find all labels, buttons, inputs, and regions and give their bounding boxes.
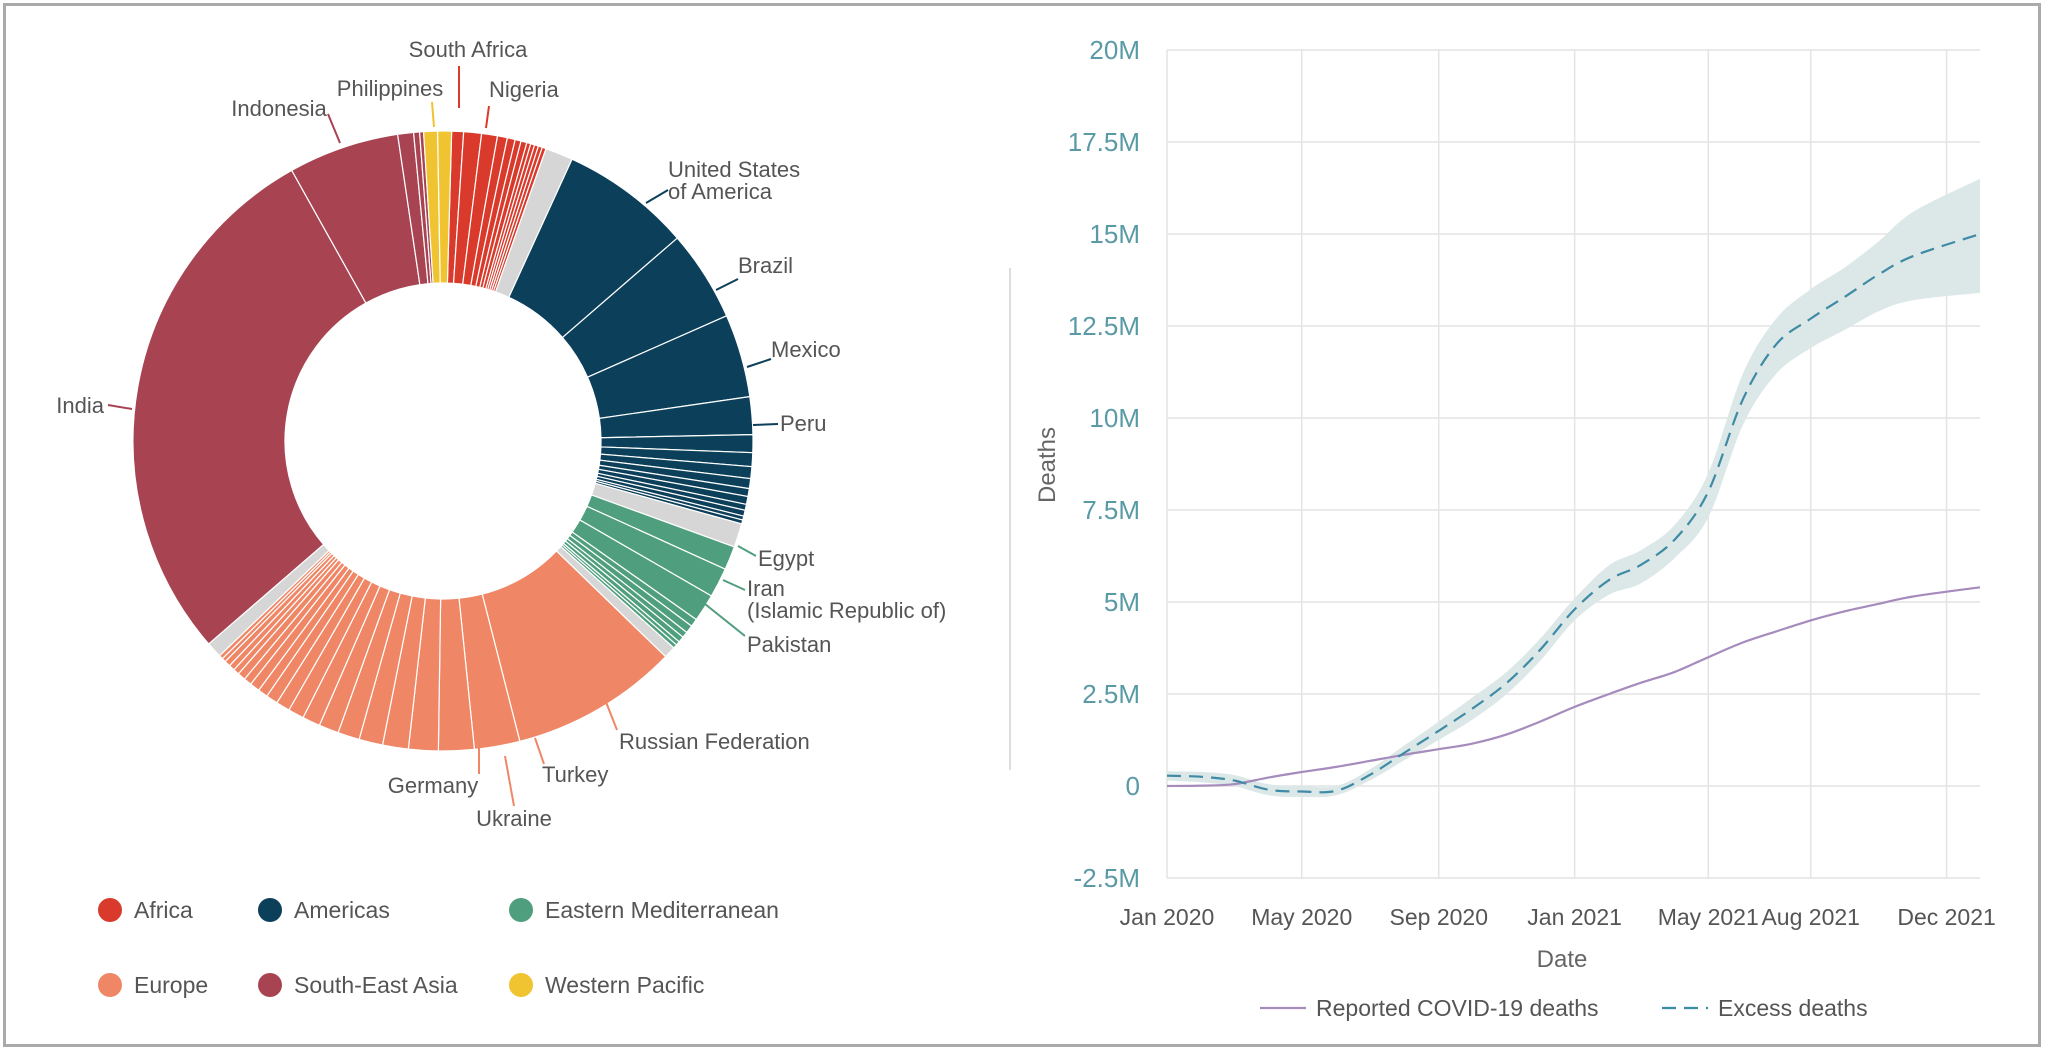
slice-label-united-states-of-america: United States of America (668, 157, 800, 204)
slice-label-mexico: Mexico (771, 337, 841, 362)
label-leader-iran-islamic-republic-of (722, 579, 746, 591)
slice-label-pakistan: Pakistan (747, 632, 831, 657)
x-tick-label: Jan 2021 (1527, 904, 1622, 930)
x-tick-label: Sep 2020 (1390, 904, 1488, 930)
label-leader-turkey (534, 737, 545, 765)
x-tick-label: Jan 2020 (1120, 904, 1215, 930)
slice-label-brazil: Brazil (738, 253, 793, 278)
slice-label-iran-islamic-republic-of: Iran (Islamic Republic of) (747, 576, 946, 623)
y-axis-ticks: -2.5M 0 2.5M 5M 7.5M 10M 12.5M 15M 17.5M 20M (1068, 35, 1140, 893)
slice-label-russian-federation: Russian Federation (619, 729, 810, 754)
series-line-reported-covid-19-deaths (1166, 586, 1981, 788)
label-leader-philippines (431, 101, 435, 128)
legend-label-africa: Africa (134, 897, 193, 923)
y-tick-label: 7.5M (1082, 495, 1140, 525)
slice-label-germany: Germany (388, 773, 478, 798)
series-line-excess-deaths (1166, 232, 1981, 794)
slice-label-india: India (56, 393, 104, 418)
label-leader-united-states-of-america (645, 189, 669, 204)
x-tick-label: Aug 2021 (1761, 904, 1859, 930)
x-tick-label: May 2020 (1251, 904, 1352, 930)
label-leader-peru (752, 423, 779, 426)
line-chart-legend: Reported COVID-19 deaths Excess deaths (1260, 995, 1868, 1021)
legend-swatch-western-pacific (509, 973, 533, 997)
x-axis-title: Date (1537, 946, 1588, 973)
label-leader-egypt (737, 545, 757, 557)
donut-chart (132, 130, 754, 752)
x-tick-label: Dec 2021 (1897, 904, 1995, 930)
line-series (1166, 232, 1981, 794)
label-leader-nigeria (485, 105, 490, 129)
legend-label-reported-covid-19-deaths: Reported COVID-19 deaths (1316, 995, 1599, 1021)
slice-label-indonesia: Indonesia (231, 96, 327, 121)
legend-label-eastern-mediterranean: Eastern Mediterranean (545, 897, 779, 923)
legend-swatch-eastern-mediterranean (509, 898, 533, 922)
y-tick-label: 0 (1126, 771, 1140, 801)
line-chart-grid (1166, 49, 1980, 879)
legend-swatch-africa (98, 898, 122, 922)
donut-slice-labels: South Africa Nigeria United States of Ameri… (56, 37, 946, 831)
label-leader-russian-federation (605, 701, 618, 731)
legend-swatch-americas (258, 898, 282, 922)
slice-label-turkey: Turkey (542, 762, 608, 787)
slice-label-ukraine: Ukraine (476, 806, 552, 831)
y-tick-label: 20M (1089, 35, 1140, 65)
excess-deaths-band (1167, 178, 1980, 798)
slice-label-nigeria: Nigeria (489, 77, 559, 102)
slice-label-egypt: Egypt (758, 546, 814, 571)
y-tick-label: 15M (1089, 219, 1140, 249)
y-tick-label: 17.5M (1068, 127, 1140, 157)
legend-label-excess-deaths: Excess deaths (1718, 995, 1868, 1021)
slice-label-peru: Peru (780, 411, 826, 436)
donut-slice-south-east-asia (132, 169, 367, 645)
legend-label-western-pacific: Western Pacific (545, 972, 704, 998)
x-axis-ticks: Jan 2020 May 2020 Sep 2020 Jan 2021 May 2021… (1120, 904, 1996, 930)
legend-swatch-europe (98, 973, 122, 997)
donut-slice-western-pacific (436, 130, 453, 284)
donut-legend: Africa Americas Eastern Mediterranean Europ… (98, 897, 779, 998)
label-leader-india (107, 404, 133, 410)
label-leader-ukraine (504, 755, 515, 807)
x-tick-label: May 2021 (1658, 904, 1759, 930)
y-axis-title: Deaths (1034, 427, 1061, 503)
y-tick-label: 2.5M (1082, 679, 1140, 709)
slice-label-south-africa: South Africa (409, 37, 528, 62)
slice-label-philippines: Philippines (337, 76, 443, 101)
y-tick-label: 12.5M (1068, 311, 1140, 341)
label-leader-mexico (746, 358, 772, 368)
label-leader-pakistan (704, 603, 746, 637)
excess-deaths-uncertainty-band (1167, 178, 1980, 798)
y-tick-label: 10M (1089, 403, 1140, 433)
legend-label-south-east-asia: South-East Asia (294, 972, 458, 998)
label-leader-brazil (715, 278, 739, 291)
label-leader-indonesia (327, 113, 341, 144)
legend-swatch-south-east-asia (258, 973, 282, 997)
legend-label-europe: Europe (134, 972, 208, 998)
y-tick-label: 5M (1104, 587, 1140, 617)
legend-label-americas: Americas (294, 897, 390, 923)
y-tick-label: -2.5M (1074, 863, 1140, 893)
